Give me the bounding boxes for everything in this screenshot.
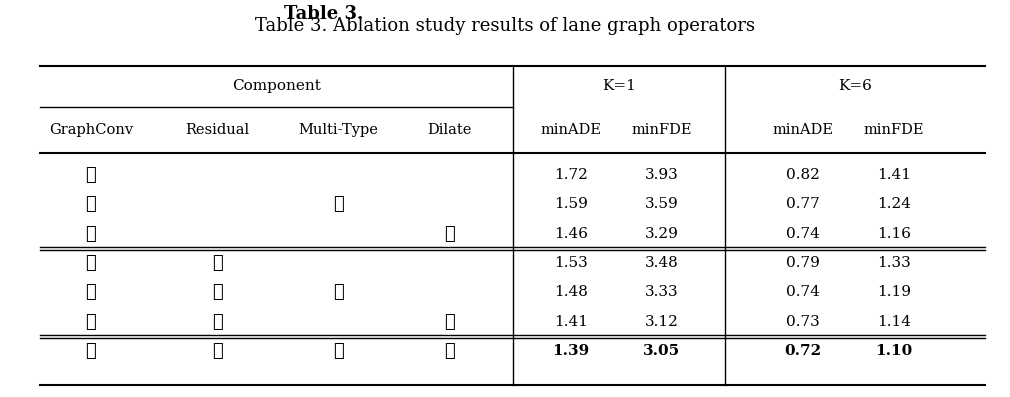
Text: K=1: K=1 bbox=[602, 79, 636, 93]
Text: Table 3. Ablation study results of lane graph operators: Table 3. Ablation study results of lane … bbox=[255, 17, 755, 35]
Text: ✓: ✓ bbox=[444, 313, 454, 331]
Text: ✓: ✓ bbox=[86, 313, 96, 331]
Text: ✓: ✓ bbox=[86, 166, 96, 184]
Text: Residual: Residual bbox=[185, 123, 249, 137]
Text: 1.14: 1.14 bbox=[877, 315, 911, 329]
Text: Multi-Type: Multi-Type bbox=[298, 123, 379, 137]
Text: 0.74: 0.74 bbox=[786, 227, 820, 241]
Text: 1.33: 1.33 bbox=[877, 256, 911, 270]
Text: 3.33: 3.33 bbox=[644, 285, 679, 299]
Text: 0.79: 0.79 bbox=[786, 256, 820, 270]
Text: 0.77: 0.77 bbox=[786, 197, 820, 211]
Text: ✓: ✓ bbox=[212, 342, 222, 360]
Text: 0.72: 0.72 bbox=[785, 344, 821, 358]
Text: Component: Component bbox=[232, 79, 321, 93]
Text: ✓: ✓ bbox=[212, 254, 222, 272]
Text: ✓: ✓ bbox=[212, 313, 222, 331]
Text: 3.93: 3.93 bbox=[644, 168, 679, 182]
Text: 0.73: 0.73 bbox=[786, 315, 820, 329]
Text: 1.19: 1.19 bbox=[877, 285, 911, 299]
Text: 1.10: 1.10 bbox=[876, 344, 912, 358]
Text: 1.48: 1.48 bbox=[553, 285, 588, 299]
Text: ✓: ✓ bbox=[86, 195, 96, 213]
Text: 1.41: 1.41 bbox=[877, 168, 911, 182]
Text: ✓: ✓ bbox=[333, 342, 343, 360]
Text: 1.39: 1.39 bbox=[552, 344, 589, 358]
Text: 1.59: 1.59 bbox=[553, 197, 588, 211]
Text: ✓: ✓ bbox=[333, 283, 343, 301]
Text: ✓: ✓ bbox=[86, 283, 96, 301]
Text: 1.24: 1.24 bbox=[877, 197, 911, 211]
Text: minADE: minADE bbox=[540, 123, 601, 137]
Text: ✓: ✓ bbox=[86, 225, 96, 243]
Text: 1.41: 1.41 bbox=[553, 315, 588, 329]
Text: 3.29: 3.29 bbox=[644, 227, 679, 241]
Text: ✓: ✓ bbox=[444, 342, 454, 360]
Text: ✓: ✓ bbox=[86, 342, 96, 360]
Text: 3.05: 3.05 bbox=[643, 344, 680, 358]
Text: 1.16: 1.16 bbox=[877, 227, 911, 241]
Text: 1.53: 1.53 bbox=[553, 256, 588, 270]
Text: minFDE: minFDE bbox=[864, 123, 924, 137]
Text: ✓: ✓ bbox=[86, 254, 96, 272]
Text: 3.12: 3.12 bbox=[644, 315, 679, 329]
Text: 1.72: 1.72 bbox=[553, 168, 588, 182]
Text: ✓: ✓ bbox=[444, 225, 454, 243]
Text: 3.59: 3.59 bbox=[644, 197, 679, 211]
Text: 3.48: 3.48 bbox=[644, 256, 679, 270]
Text: minFDE: minFDE bbox=[631, 123, 692, 137]
Text: ✓: ✓ bbox=[333, 195, 343, 213]
Text: Dilate: Dilate bbox=[427, 123, 472, 137]
Text: 1.46: 1.46 bbox=[553, 227, 588, 241]
Text: GraphConv: GraphConv bbox=[48, 123, 133, 137]
Text: minADE: minADE bbox=[773, 123, 833, 137]
Text: Table 3.: Table 3. bbox=[284, 5, 364, 23]
Text: 0.74: 0.74 bbox=[786, 285, 820, 299]
Text: 0.82: 0.82 bbox=[786, 168, 820, 182]
Text: ✓: ✓ bbox=[212, 283, 222, 301]
Text: K=6: K=6 bbox=[838, 79, 872, 93]
